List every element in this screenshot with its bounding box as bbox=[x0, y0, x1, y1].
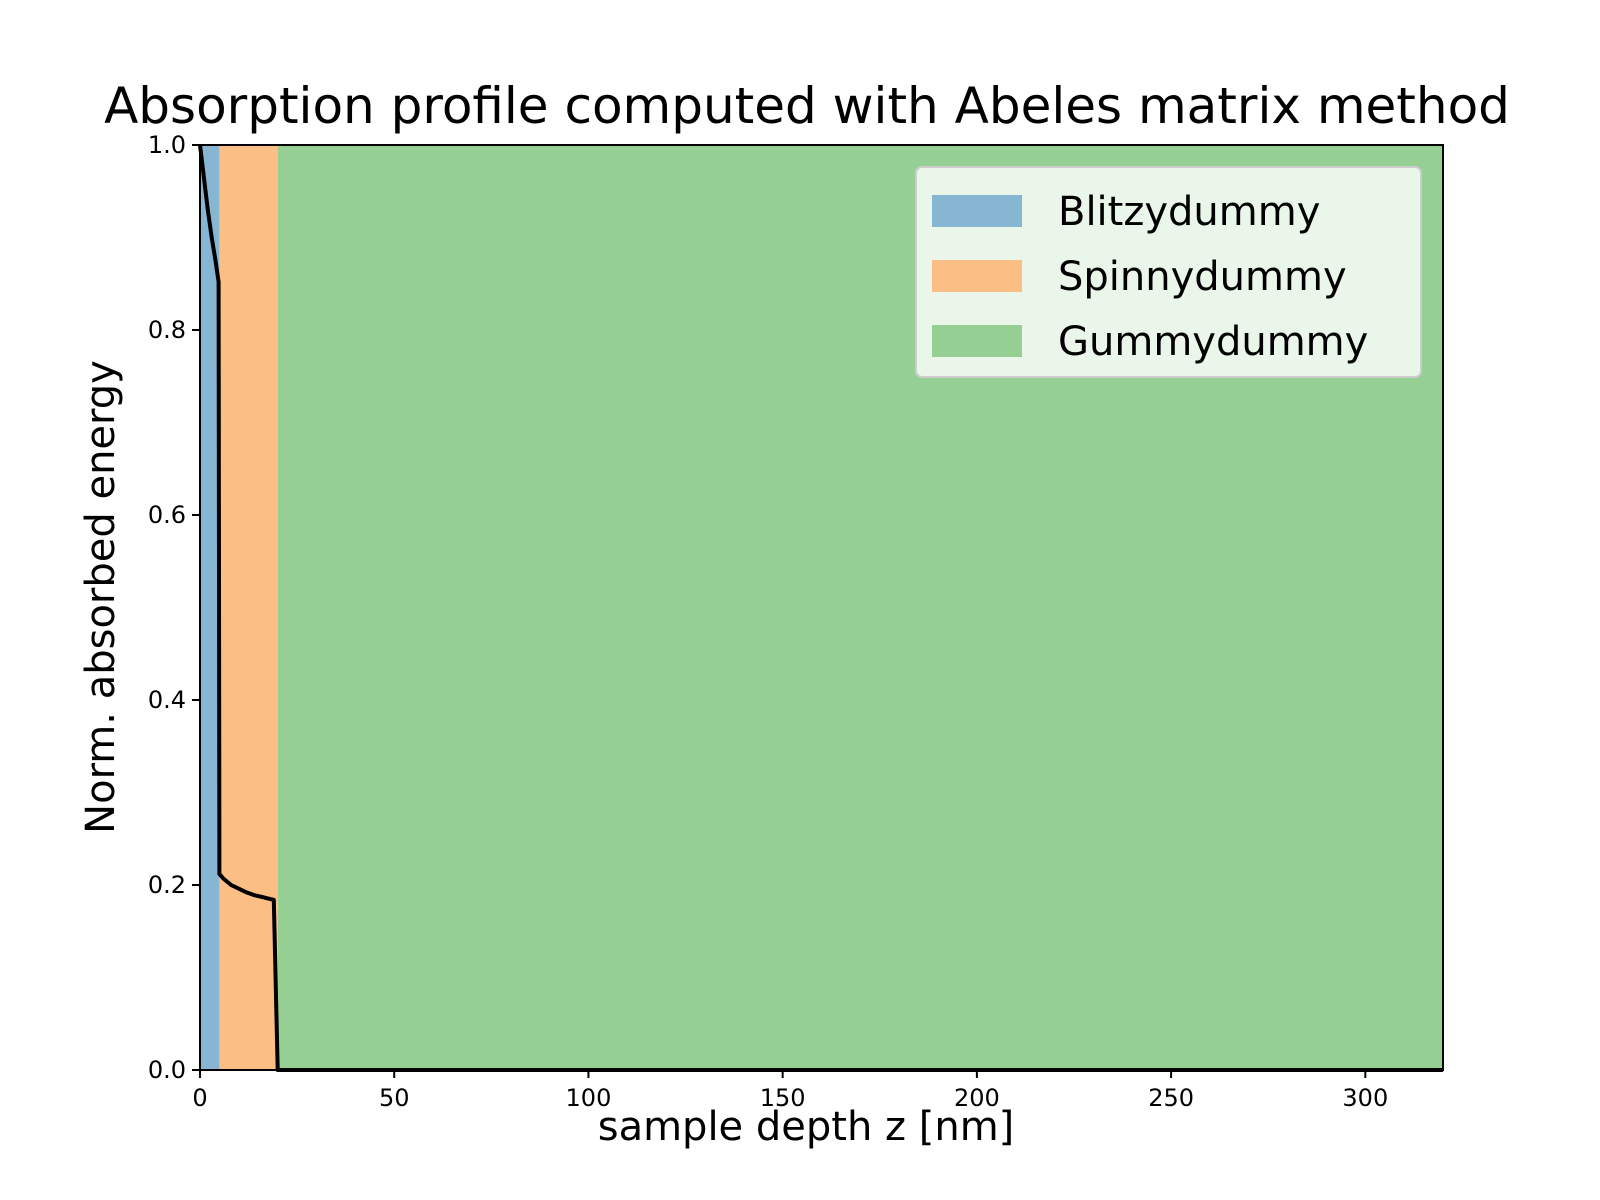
y-tick-label: 0.4 bbox=[148, 686, 186, 714]
y-tick-label: 0.6 bbox=[148, 501, 186, 529]
legend-swatch bbox=[932, 325, 1022, 357]
legend-box bbox=[915, 166, 1422, 378]
legend: Blitzydummy Spinnydummy Gummydummy bbox=[915, 166, 1422, 378]
x-tick-label: 300 bbox=[1342, 1084, 1388, 1112]
y-tick-label: 1.0 bbox=[148, 131, 186, 159]
x-axis: 0 50 100 150 200 250 300 bbox=[192, 1070, 1388, 1112]
legend-entry-label: Gummydummy bbox=[1058, 319, 1368, 365]
x-tick-label: 150 bbox=[760, 1084, 806, 1112]
chart-title: Absorption profile computed with Abeles … bbox=[104, 77, 1510, 135]
y-axis-label: Norm. absorbed energy bbox=[78, 360, 124, 834]
y-tick-label: 0.8 bbox=[148, 316, 186, 344]
x-axis-label: sample depth z [nm] bbox=[598, 1104, 1015, 1150]
plot-frame bbox=[199, 144, 1444, 1071]
layer-band-spinnydummy bbox=[219, 145, 278, 1070]
x-tick-label: 50 bbox=[379, 1084, 410, 1112]
x-tick-label: 0 bbox=[192, 1084, 207, 1112]
y-axis: 0.0 0.2 0.4 0.6 0.8 1.0 bbox=[148, 131, 200, 1084]
y-tick-label: 0.2 bbox=[148, 871, 186, 899]
legend-entry-label: Blitzydummy bbox=[1058, 189, 1320, 235]
legend-entry-label: Spinnydummy bbox=[1058, 254, 1347, 300]
legend-swatch bbox=[932, 260, 1022, 292]
legend-swatch bbox=[932, 195, 1022, 227]
layer-band-blitzydummy bbox=[200, 145, 220, 1070]
x-tick-label: 200 bbox=[954, 1084, 1000, 1112]
y-tick-label: 0.0 bbox=[148, 1056, 186, 1084]
x-tick-label: 100 bbox=[566, 1084, 612, 1112]
x-tick-label: 250 bbox=[1148, 1084, 1194, 1112]
